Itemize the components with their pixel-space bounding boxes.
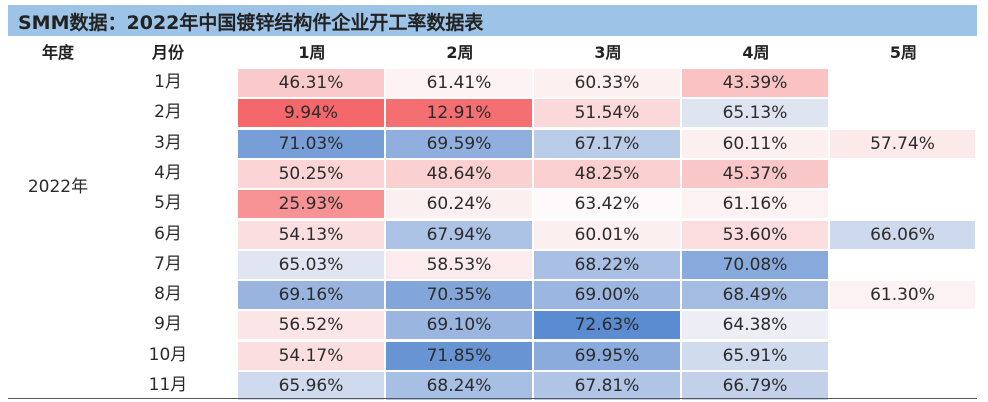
month-label: 3月 bbox=[154, 132, 182, 153]
heatmap-cell: 54.13% bbox=[238, 220, 384, 249]
heatmap-cell: 67.94% bbox=[386, 220, 532, 249]
heatmap-cell: 64.38% bbox=[682, 311, 828, 340]
heatmap-cell: 12.91% bbox=[386, 99, 532, 128]
year-label: 2022年 bbox=[27, 177, 89, 197]
heatmap-cell: 50.25% bbox=[238, 159, 384, 188]
heatmap-cell: 65.91% bbox=[682, 341, 828, 370]
heatmap-cell: 68.22% bbox=[534, 250, 680, 279]
heatmap-cell: 54.17% bbox=[238, 341, 384, 370]
heatmap-cell: 66.79% bbox=[682, 372, 828, 400]
header-week-1: 1周 bbox=[298, 43, 326, 62]
heatmap-cell: 68.49% bbox=[682, 281, 828, 310]
header-year: 年度 bbox=[41, 43, 74, 62]
heatmap-cell: 69.10% bbox=[386, 311, 532, 340]
heatmap-cell: 72.63% bbox=[534, 311, 680, 340]
month-label: 4月 bbox=[154, 162, 182, 183]
heatmap-cell: 56.52% bbox=[238, 311, 384, 340]
bottom-rule bbox=[8, 398, 977, 399]
heatmap-cell: 51.54% bbox=[534, 99, 680, 128]
heatmap-cell: 43.39% bbox=[682, 69, 828, 97]
month-label: 2月 bbox=[154, 102, 182, 123]
heatmap-cell: 61.30% bbox=[830, 281, 975, 310]
heatmap-cell: 61.41% bbox=[386, 69, 532, 97]
month-label: 1月 bbox=[154, 72, 182, 92]
heatmap-cell: 70.35% bbox=[386, 281, 532, 310]
month-label: 9月 bbox=[154, 314, 182, 335]
heatmap-cell: 71.03% bbox=[238, 129, 384, 158]
heatmap-cell: 65.03% bbox=[238, 250, 384, 279]
header-week-5: 5周 bbox=[889, 43, 918, 62]
header-week-2: 2周 bbox=[446, 43, 474, 62]
table-title: SMM数据：2022年中国镀锌结构件企业开工率数据表 bbox=[18, 12, 484, 34]
heatmap-cell: 69.59% bbox=[386, 129, 532, 158]
heatmap-cell: 70.08% bbox=[682, 250, 828, 279]
heatmap-cell: 69.16% bbox=[238, 281, 384, 310]
header-month: 月份 bbox=[151, 43, 184, 62]
heatmap-cell: 67.17% bbox=[534, 129, 680, 158]
heatmap-cell: 58.53% bbox=[386, 250, 532, 279]
heatmap-cell: 46.31% bbox=[238, 69, 384, 97]
header-week-3: 3周 bbox=[594, 43, 622, 62]
heatmap-cell: 9.94% bbox=[238, 99, 384, 128]
heatmap-cell: 69.95% bbox=[534, 341, 680, 370]
heatmap-cell: 48.64% bbox=[386, 159, 532, 188]
heatmap-cell: 67.81% bbox=[534, 372, 680, 400]
heatmap-cell: 45.37% bbox=[682, 159, 828, 188]
header-week-4: 4周 bbox=[742, 43, 770, 62]
heatmap-cell: 60.11% bbox=[682, 129, 828, 158]
heatmap-cell: 69.00% bbox=[534, 281, 680, 310]
heatmap-cell: 25.93% bbox=[238, 190, 384, 219]
month-label: 8月 bbox=[154, 284, 182, 305]
heatmap-cell: 66.06% bbox=[830, 220, 975, 249]
heatmap-cell: 60.33% bbox=[534, 69, 680, 97]
heatmap-cell: 53.60% bbox=[682, 220, 828, 249]
month-label: 7月 bbox=[154, 253, 182, 274]
heatmap-cell: 65.13% bbox=[682, 99, 828, 128]
title-bar: SMM数据：2022年中国镀锌结构件企业开工率数据表 bbox=[8, 5, 977, 36]
heatmap-cell: 63.42% bbox=[534, 190, 680, 219]
heatmap-cell: 57.74% bbox=[830, 129, 975, 158]
heatmap-cell: 68.24% bbox=[386, 372, 532, 400]
month-label: 5月 bbox=[154, 193, 182, 214]
heatmap-cell: 60.24% bbox=[386, 190, 532, 219]
month-label: 10月 bbox=[148, 344, 188, 365]
heatmap-cell: 61.16% bbox=[682, 190, 828, 219]
month-label: 6月 bbox=[154, 223, 182, 244]
heatmap-cell: 65.96% bbox=[238, 372, 384, 400]
heatmap-cell: 71.85% bbox=[386, 341, 532, 370]
heatmap-cell: 60.01% bbox=[534, 220, 680, 249]
month-label: 11月 bbox=[148, 375, 188, 395]
heatmap-cell: 48.25% bbox=[534, 159, 680, 188]
